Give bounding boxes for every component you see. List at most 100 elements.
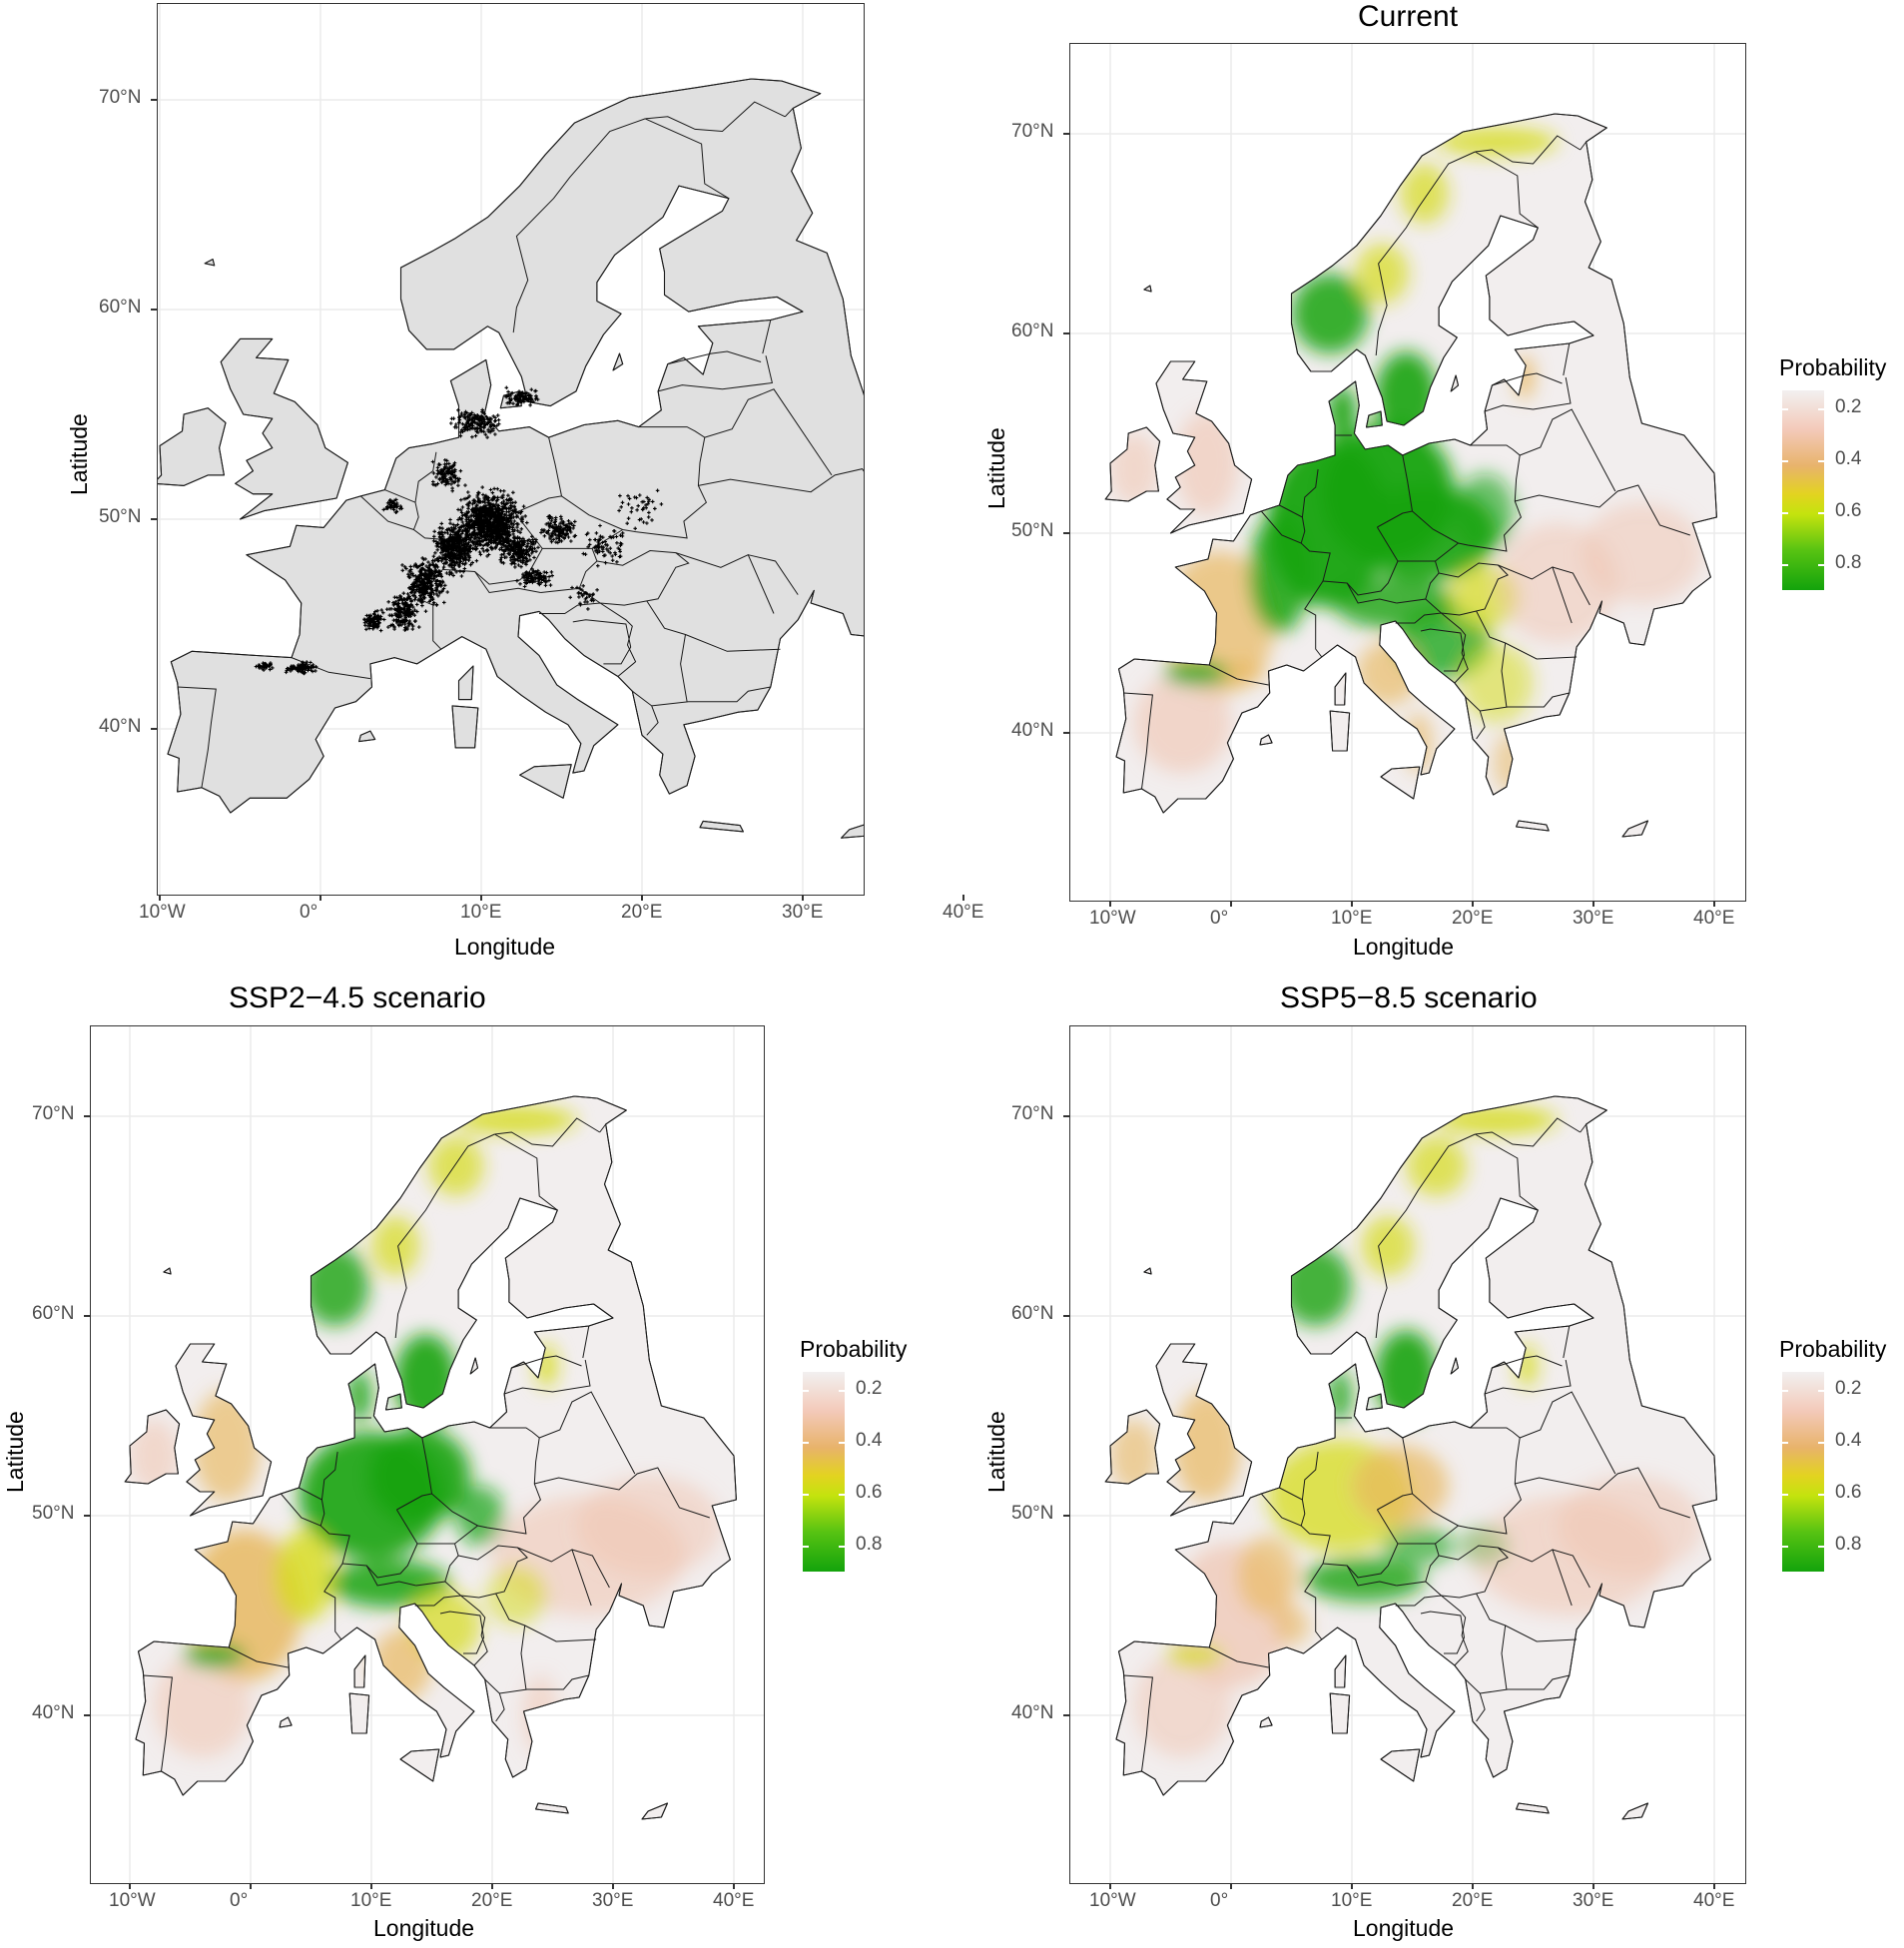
country-britain [220, 337, 348, 520]
suitability-patch [1165, 1644, 1224, 1666]
border-line [395, 1509, 478, 1545]
border-line [667, 350, 762, 365]
coastline [1516, 820, 1550, 832]
coastline [451, 705, 479, 749]
border-line [539, 1391, 636, 1475]
suitability-patch [1327, 1370, 1352, 1422]
border-line [524, 1624, 597, 1642]
border-line [1505, 1624, 1578, 1642]
border-line [1480, 692, 1570, 712]
border-line [572, 619, 632, 665]
suitability-patch [1361, 1216, 1415, 1276]
x-axis-title: Longitude [454, 934, 556, 960]
border-line [1515, 484, 1690, 536]
legend-tick-mark [1782, 1442, 1788, 1444]
border-line [1377, 510, 1413, 528]
coastline [699, 820, 744, 833]
border-line [593, 1303, 614, 1319]
x-tick-mark [962, 895, 964, 901]
suitability-patch [1110, 433, 1159, 505]
legend-tick-mark [1782, 564, 1788, 566]
legend-tick-mark [1782, 512, 1788, 514]
legend-tick-label: 0.6 [1835, 500, 1862, 522]
suitability-patch [455, 1486, 505, 1546]
suitability-patch [1557, 1476, 1702, 1576]
land-polygons [158, 78, 864, 839]
suitability-patch [1352, 1446, 1449, 1526]
suitability-patch [371, 1216, 420, 1276]
x-tick-mark [802, 895, 804, 901]
suitability-patch [1291, 274, 1369, 353]
panel-title-ssp585: SSP5−8.5 scenario [1280, 981, 1538, 1014]
border-line [1475, 1133, 1539, 1211]
border-line [1301, 468, 1319, 518]
country-ireland [158, 407, 227, 486]
border-line [1395, 1595, 1469, 1666]
border-line [1375, 151, 1476, 356]
border-line [1475, 1117, 1581, 1147]
y-tick-label: 50°N [99, 506, 142, 527]
suitability-patch [455, 1106, 577, 1134]
coastline [1329, 710, 1351, 752]
legend-tick-mark [1818, 1494, 1824, 1496]
coastline [1115, 1095, 1717, 1796]
legend-tick-label: 0.4 [1835, 448, 1862, 470]
legend-colorbar [803, 1372, 845, 1572]
x-tick-label: 20°E [621, 902, 663, 923]
legend-tick-mark [803, 1494, 809, 1496]
x-tick-mark [1592, 1883, 1594, 1889]
border-line [1552, 1549, 1590, 1589]
y-axis-title: Latitude [983, 427, 1009, 509]
border-line [540, 548, 598, 593]
legend-tick-mark [1782, 1494, 1788, 1496]
border-line [1492, 372, 1563, 386]
suitability-patch [371, 1629, 432, 1701]
border-line [1480, 1674, 1570, 1694]
map-occurrences [158, 4, 864, 895]
border-line [1515, 1467, 1690, 1519]
y-tick-label: 60°N [1011, 321, 1054, 341]
x-tick-label: 40°E [713, 1890, 755, 1911]
border-line [645, 101, 786, 133]
suitability-patch [1516, 1344, 1539, 1388]
x-tick-mark [319, 895, 321, 901]
country-cyprus [841, 824, 864, 839]
panel-title-current: Current [1358, 0, 1459, 33]
x-tick-mark [1109, 901, 1111, 907]
border-line [280, 1493, 350, 1640]
legend-title: Probability [1779, 1336, 1887, 1362]
x-tick-label: 40°E [943, 902, 984, 923]
border-line [499, 1674, 589, 1694]
x-tick-mark [1230, 1883, 1232, 1889]
border-line [1465, 696, 1486, 740]
suitability-patch [1249, 513, 1310, 633]
x-tick-mark [159, 895, 161, 901]
border-line [776, 296, 804, 313]
coastline [279, 1716, 293, 1728]
y-tick-mark [1063, 332, 1069, 334]
suitability-patch [1374, 351, 1438, 443]
legend-tick-mark [803, 1546, 809, 1548]
border-line [1322, 1543, 1399, 1579]
suitability-patch [427, 1136, 484, 1196]
map-current [1070, 44, 1745, 901]
country-borders [158, 78, 864, 839]
x-tick-label: 10°W [139, 902, 186, 923]
border-line [1492, 1355, 1563, 1369]
x-tick-label: 0° [300, 902, 318, 923]
suitability-patch [407, 1590, 480, 1661]
coastline [519, 764, 572, 799]
suitability-patch [368, 1428, 471, 1524]
border-line [414, 1595, 488, 1666]
y-tick-label: 50°N [32, 1503, 75, 1524]
country-borders [1104, 1095, 1717, 1820]
border-line [1484, 376, 1572, 412]
suitability-patch [1493, 733, 1526, 793]
panel-title-ssp245: SSP2−4.5 scenario [229, 981, 486, 1014]
x-tick-mark [1472, 901, 1474, 907]
x-tick-label: 10°E [350, 1890, 392, 1911]
border-line [1476, 1593, 1508, 1690]
suitability-patch [1400, 164, 1449, 224]
border-line [421, 1427, 541, 1535]
x-tick-mark [1351, 901, 1353, 907]
